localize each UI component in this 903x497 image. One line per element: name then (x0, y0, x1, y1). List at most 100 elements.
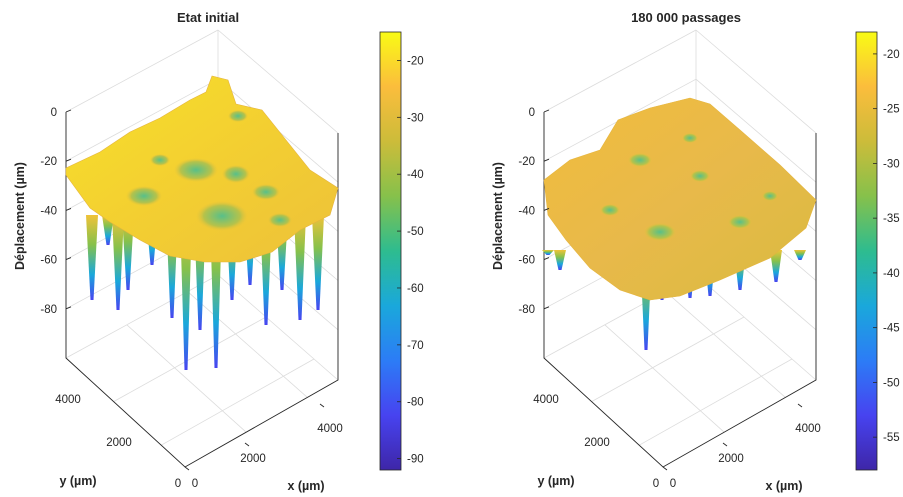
surface-plot-2: 0 -20 -40 -60 -80 Déplacement (µm) 0 2000 4000 x … (491, 10, 900, 493)
surface-pit (728, 215, 752, 229)
y-tick-label: 4000 (533, 394, 559, 406)
y-tick-label: 0 (653, 478, 659, 490)
x-tick-label: 4000 (317, 423, 343, 435)
surface-pit (600, 204, 620, 216)
z-tick-label: -20 (518, 156, 535, 168)
colorbar-tick-label: -90 (407, 454, 424, 466)
colorbar-tick-label: -35 (883, 213, 900, 225)
floor-gridline (665, 291, 786, 398)
surface-pit (690, 170, 710, 182)
pit-spike (542, 250, 554, 255)
x-tick-mark (319, 403, 325, 408)
z-tick-mark (543, 306, 550, 310)
colorbar-tick-label: -25 (883, 104, 900, 116)
colorbar-tick-label: -60 (407, 283, 424, 295)
floor-gridline (604, 324, 725, 433)
y-tick-label: 2000 (584, 437, 610, 449)
z-tick-label: 0 (529, 107, 535, 119)
z-tick-mark (543, 257, 550, 261)
colorbar-tick-label: -30 (883, 158, 900, 170)
y-axis-label: y (µm) (537, 474, 574, 488)
x-tick-label: 2000 (718, 453, 744, 465)
colorbar-tick-label: -55 (883, 432, 900, 444)
surface-pit (174, 158, 218, 182)
z-tick-mark (65, 257, 72, 261)
z-tick-label: -80 (40, 304, 57, 316)
colorbar-scale (379, 31, 402, 471)
x-tick-label: 0 (192, 478, 198, 490)
surface-pit (222, 165, 250, 183)
chart-title: 180 000 passages (631, 10, 741, 25)
z-gridline-right (695, 29, 817, 134)
surface-pit (682, 133, 698, 143)
pit-spike (294, 215, 306, 320)
surface-pit (644, 223, 676, 241)
z-tick-mark (65, 109, 72, 113)
pit-spike (770, 250, 782, 282)
pit-spike (554, 250, 566, 270)
colorbar-tick-label: -45 (883, 323, 900, 335)
surface-pit (762, 191, 778, 201)
surface-plot-1: 0 -20 -40 -60 -80 Déplacement (µm) 0 2000 4000 x … (13, 10, 424, 493)
floor-gridline (126, 324, 247, 433)
z-tick-mark (65, 306, 72, 310)
chart-title: Etat initial (177, 10, 239, 25)
x-axis-label: x (µm) (287, 479, 324, 493)
x-tick-label: 4000 (795, 423, 821, 435)
colorbar-tick-label: -30 (407, 112, 424, 124)
colorbar-tick-label: -50 (883, 377, 900, 389)
surface-pit (252, 184, 280, 200)
surface-pit (228, 110, 248, 122)
surface-pit (268, 213, 292, 227)
y-tick-label: 0 (175, 478, 181, 490)
colorbar-tick-label: -20 (883, 49, 900, 61)
pit-spike (86, 215, 98, 300)
z-tick-mark (543, 158, 550, 162)
pit-spike (112, 215, 124, 310)
x-tick-mark (722, 442, 728, 447)
z-gridline-left (543, 29, 697, 113)
x-tick-mark (244, 442, 250, 447)
surface (543, 97, 817, 301)
z-axis-label: Déplacement (µm) (13, 162, 27, 270)
colorbar-tick-label: -40 (407, 169, 424, 181)
z-tick-label: -40 (40, 205, 57, 217)
surface-pit (628, 153, 652, 167)
z-tick-label: -60 (40, 255, 57, 267)
floor-gridline (113, 316, 267, 402)
z-tick-label: -20 (40, 156, 57, 168)
z-tick-mark (65, 207, 72, 211)
surface-pit (150, 154, 170, 166)
x-axis-label: x (µm) (765, 479, 802, 493)
x-tick-mark (797, 403, 803, 408)
colorbar-tick-label: -80 (407, 397, 424, 409)
z-gridline-right (217, 29, 339, 134)
x-tick-label: 2000 (240, 453, 266, 465)
z-tick-label: -40 (518, 205, 535, 217)
floor-gridline (591, 316, 745, 402)
colorbar: -20 -30 -40 -50 -60 -70 -80 -90 (379, 31, 424, 471)
z-gridline-left (65, 29, 219, 113)
z-gridline-left (65, 78, 219, 162)
z-gridline-right (695, 78, 817, 183)
z-tick-mark (543, 109, 550, 113)
surface-pit (126, 186, 162, 206)
x-tick-mark (662, 466, 668, 471)
x-tick-mark (184, 466, 190, 471)
pit-spike (312, 215, 324, 310)
y-axis-label: y (µm) (59, 474, 96, 488)
floor-gridline (161, 358, 315, 446)
floor-gridline (187, 291, 308, 398)
z-tick-label: -80 (518, 304, 535, 316)
colorbar-tick-label: -40 (883, 268, 900, 280)
colorbar-tick-label: -20 (407, 55, 424, 67)
floor-gridline (639, 358, 793, 446)
colorbar-scale (855, 31, 878, 471)
z-tick-mark (65, 158, 72, 162)
colorbar-tick-label: -70 (407, 340, 424, 352)
surface-pit (196, 201, 248, 231)
y-tick-label: 4000 (55, 394, 81, 406)
z-tick-label: -60 (518, 255, 535, 267)
pit-spike (794, 250, 806, 260)
